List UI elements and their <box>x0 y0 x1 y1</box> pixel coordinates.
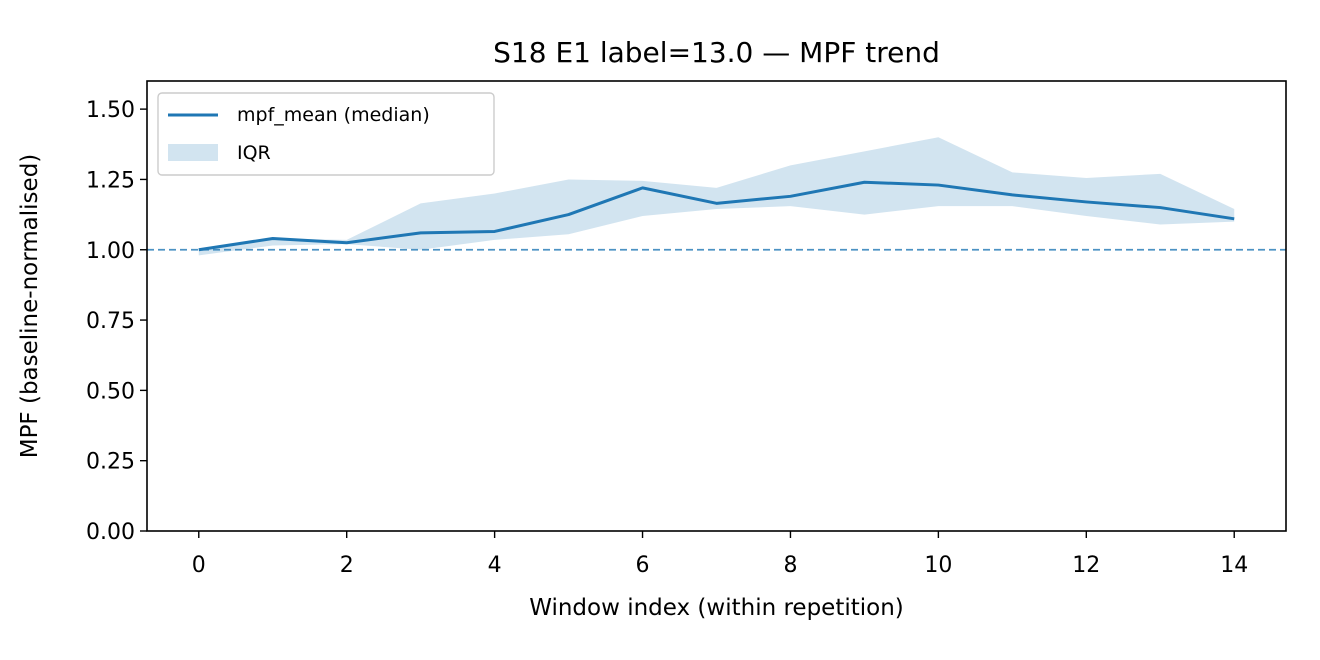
y-tick-label: 1.00 <box>86 239 135 264</box>
y-tick-label: 1.50 <box>86 98 135 123</box>
y-axis-label: MPF (baseline-normalised) <box>17 154 43 459</box>
y-tick-label: 0.75 <box>86 309 135 334</box>
x-tick-label: 6 <box>636 553 650 578</box>
iqr-band <box>198 137 1235 256</box>
x-tick-label: 12 <box>1072 553 1100 578</box>
legend-label-iqr: IQR <box>237 142 271 164</box>
x-tick-label: 0 <box>192 553 206 578</box>
chart-title: S18 E1 label=13.0 — MPF trend <box>493 36 940 69</box>
y-tick-label: 0.25 <box>86 450 135 475</box>
y-tick-label: 0.00 <box>86 520 135 545</box>
y-tick-label: 1.25 <box>86 168 135 193</box>
x-axis-label: Window index (within repetition) <box>529 595 904 621</box>
y-tick-label: 0.50 <box>86 379 135 404</box>
legend-band-swatch <box>168 144 218 161</box>
x-tick-label: 8 <box>783 553 797 578</box>
legend-label-median: mpf_mean (median) <box>237 104 430 126</box>
x-tick-label: 14 <box>1220 553 1248 578</box>
x-tick-label: 10 <box>924 553 952 578</box>
x-tick-label: 2 <box>340 553 354 578</box>
legend-box <box>157 92 495 176</box>
x-tick-label: 4 <box>488 553 502 578</box>
plot-frame <box>146 80 1287 532</box>
